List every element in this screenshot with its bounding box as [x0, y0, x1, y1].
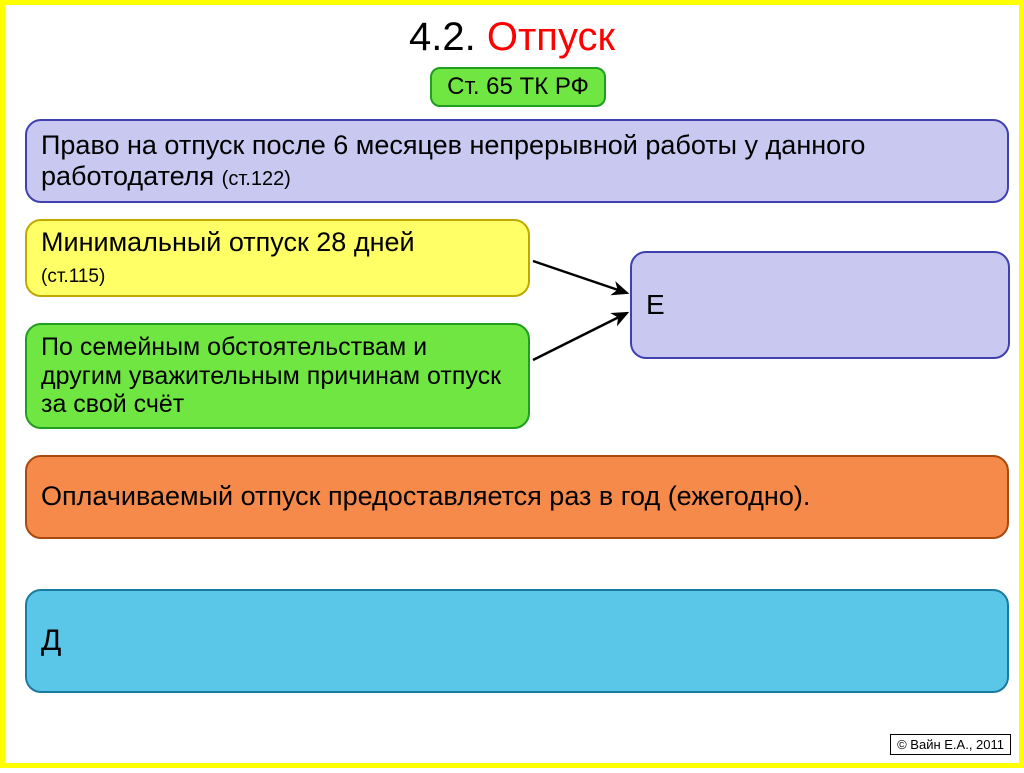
box-right-after-6-months-text: Право на отпуск после 6 месяцев непрерыв…	[41, 130, 993, 192]
box-paid-annually-text: Оплачиваемый отпуск предоставляется раз …	[41, 481, 993, 512]
box-min-28-days-text: Минимальный отпуск 28 дней(ст.115)	[41, 227, 514, 289]
title-prefix: 4.2.	[409, 15, 487, 59]
copyright-label: © Вайн Е.А., 2011	[890, 734, 1011, 755]
box-paid-annually: Оплачиваемый отпуск предоставляется раз …	[25, 455, 1009, 539]
copyright-text: © Вайн Е.А., 2011	[897, 737, 1004, 752]
box-family-reasons-text: По семейным обстоятельствам и другим ува…	[41, 333, 514, 419]
title-main: Отпуск	[487, 15, 615, 59]
slide-title: 4.2. Отпуск	[5, 15, 1019, 60]
box-e-text: Е	[646, 289, 994, 321]
box-right-after-6-months: Право на отпуск после 6 месяцев непрерыв…	[25, 119, 1009, 203]
article-badge: Ст. 65 ТК РФ	[430, 67, 606, 107]
slide-frame: 4.2. Отпуск Ст. 65 ТК РФ Право на отпуск…	[0, 0, 1024, 768]
box-e: Е	[630, 251, 1010, 359]
box-d: Д	[25, 589, 1009, 693]
box-min-28-days: Минимальный отпуск 28 дней(ст.115)	[25, 219, 530, 297]
box-d-text: Д	[41, 624, 993, 659]
box-family-reasons: По семейным обстоятельствам и другим ува…	[25, 323, 530, 429]
article-badge-text: Ст. 65 ТК РФ	[447, 73, 589, 101]
